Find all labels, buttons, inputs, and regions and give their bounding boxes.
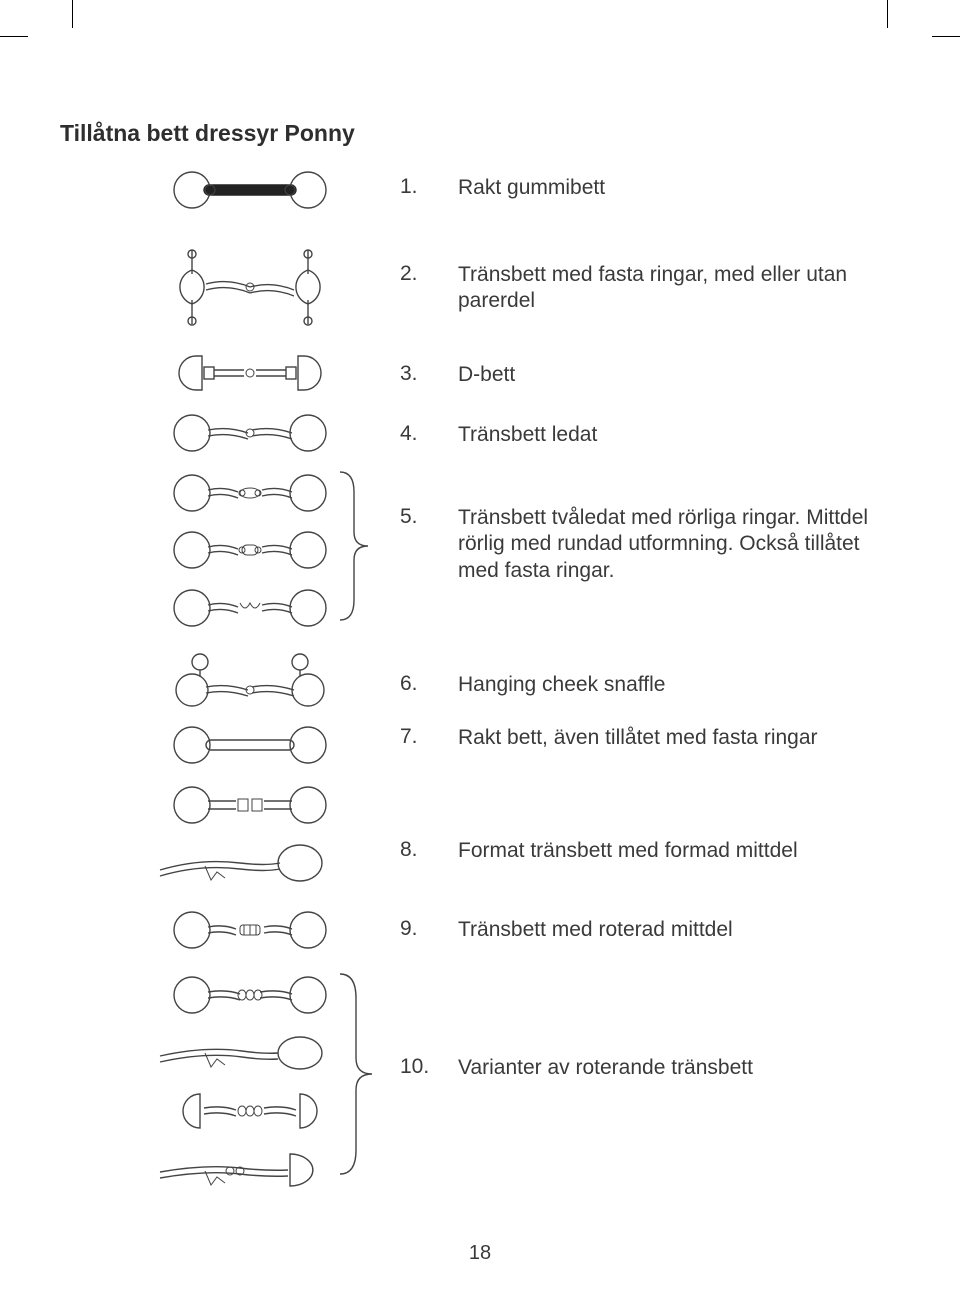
item-text: Tränsbett tvåledat med rörliga ringar. M… bbox=[458, 505, 878, 584]
item-1: 1. Rakt gummibett bbox=[400, 175, 605, 201]
item-text: Varianter av roterande tränsbett bbox=[458, 1055, 753, 1081]
item-4: 4. Tränsbett ledat bbox=[400, 422, 597, 448]
item-9: 9. Tränsbett med roterad mittdel bbox=[400, 917, 733, 943]
item-text: Tränsbett med fasta ringar, med eller ut… bbox=[458, 262, 878, 315]
illus-bit-10c bbox=[170, 1086, 330, 1136]
illus-bit-5b bbox=[170, 525, 330, 575]
illus-bit-1 bbox=[170, 165, 330, 215]
item-5: 5. Tränsbett tvåledat med rörliga ringar… bbox=[400, 505, 878, 584]
illus-bit-4 bbox=[170, 408, 330, 458]
item-num: 6. bbox=[400, 672, 430, 698]
illus-bit-3 bbox=[170, 348, 330, 398]
illus-bit-10d bbox=[150, 1144, 330, 1194]
item-num: 7. bbox=[400, 725, 430, 751]
item-7: 7. Rakt bett, även tillåtet med fasta ri… bbox=[400, 725, 818, 751]
item-6: 6. Hanging cheek snaffle bbox=[400, 672, 665, 698]
item-8: 8. Format tränsbett med formad mittdel bbox=[400, 838, 798, 864]
item-text: Format tränsbett med formad mittdel bbox=[458, 838, 798, 864]
item-text: D-bett bbox=[458, 362, 515, 388]
item-num: 1. bbox=[400, 175, 430, 201]
page-root: Tillåtna bett dressyr Ponny bbox=[0, 0, 960, 1305]
item-2: 2. Tränsbett med fasta ringar, med eller… bbox=[400, 262, 878, 315]
illus-bit-8b bbox=[150, 838, 330, 893]
item-text: Tränsbett med roterad mittdel bbox=[458, 917, 733, 943]
item-num: 2. bbox=[400, 262, 430, 315]
illus-bit-10a bbox=[170, 970, 330, 1020]
crop-mark bbox=[0, 36, 28, 37]
item-10: 10. Varianter av roterande tränsbett bbox=[400, 1055, 753, 1081]
illus-bit-10b bbox=[150, 1028, 330, 1078]
item-num: 4. bbox=[400, 422, 430, 448]
item-num: 9. bbox=[400, 917, 430, 943]
illus-bit-8a bbox=[170, 780, 330, 830]
item-text: Rakt gummibett bbox=[458, 175, 605, 201]
illus-bit-7 bbox=[170, 720, 330, 770]
page-number: 18 bbox=[0, 1242, 960, 1265]
illus-bit-5c bbox=[170, 583, 330, 633]
illus-bit-9 bbox=[170, 905, 330, 955]
item-num: 10. bbox=[400, 1055, 430, 1081]
crop-mark bbox=[887, 0, 888, 28]
illus-bit-2 bbox=[170, 240, 330, 335]
item-num: 8. bbox=[400, 838, 430, 864]
item-text: Tränsbett ledat bbox=[458, 422, 597, 448]
illus-bit-6 bbox=[170, 650, 330, 710]
crop-mark bbox=[72, 0, 73, 28]
item-num: 5. bbox=[400, 505, 430, 584]
page-title: Tillåtna bett dressyr Ponny bbox=[60, 120, 355, 147]
illus-bit-5a bbox=[170, 468, 330, 518]
item-text: Rakt bett, även tillåtet med fasta ringa… bbox=[458, 725, 818, 751]
item-num: 3. bbox=[400, 362, 430, 388]
crop-mark bbox=[932, 36, 960, 37]
item-3: 3. D-bett bbox=[400, 362, 515, 388]
item-text: Hanging cheek snaffle bbox=[458, 672, 665, 698]
